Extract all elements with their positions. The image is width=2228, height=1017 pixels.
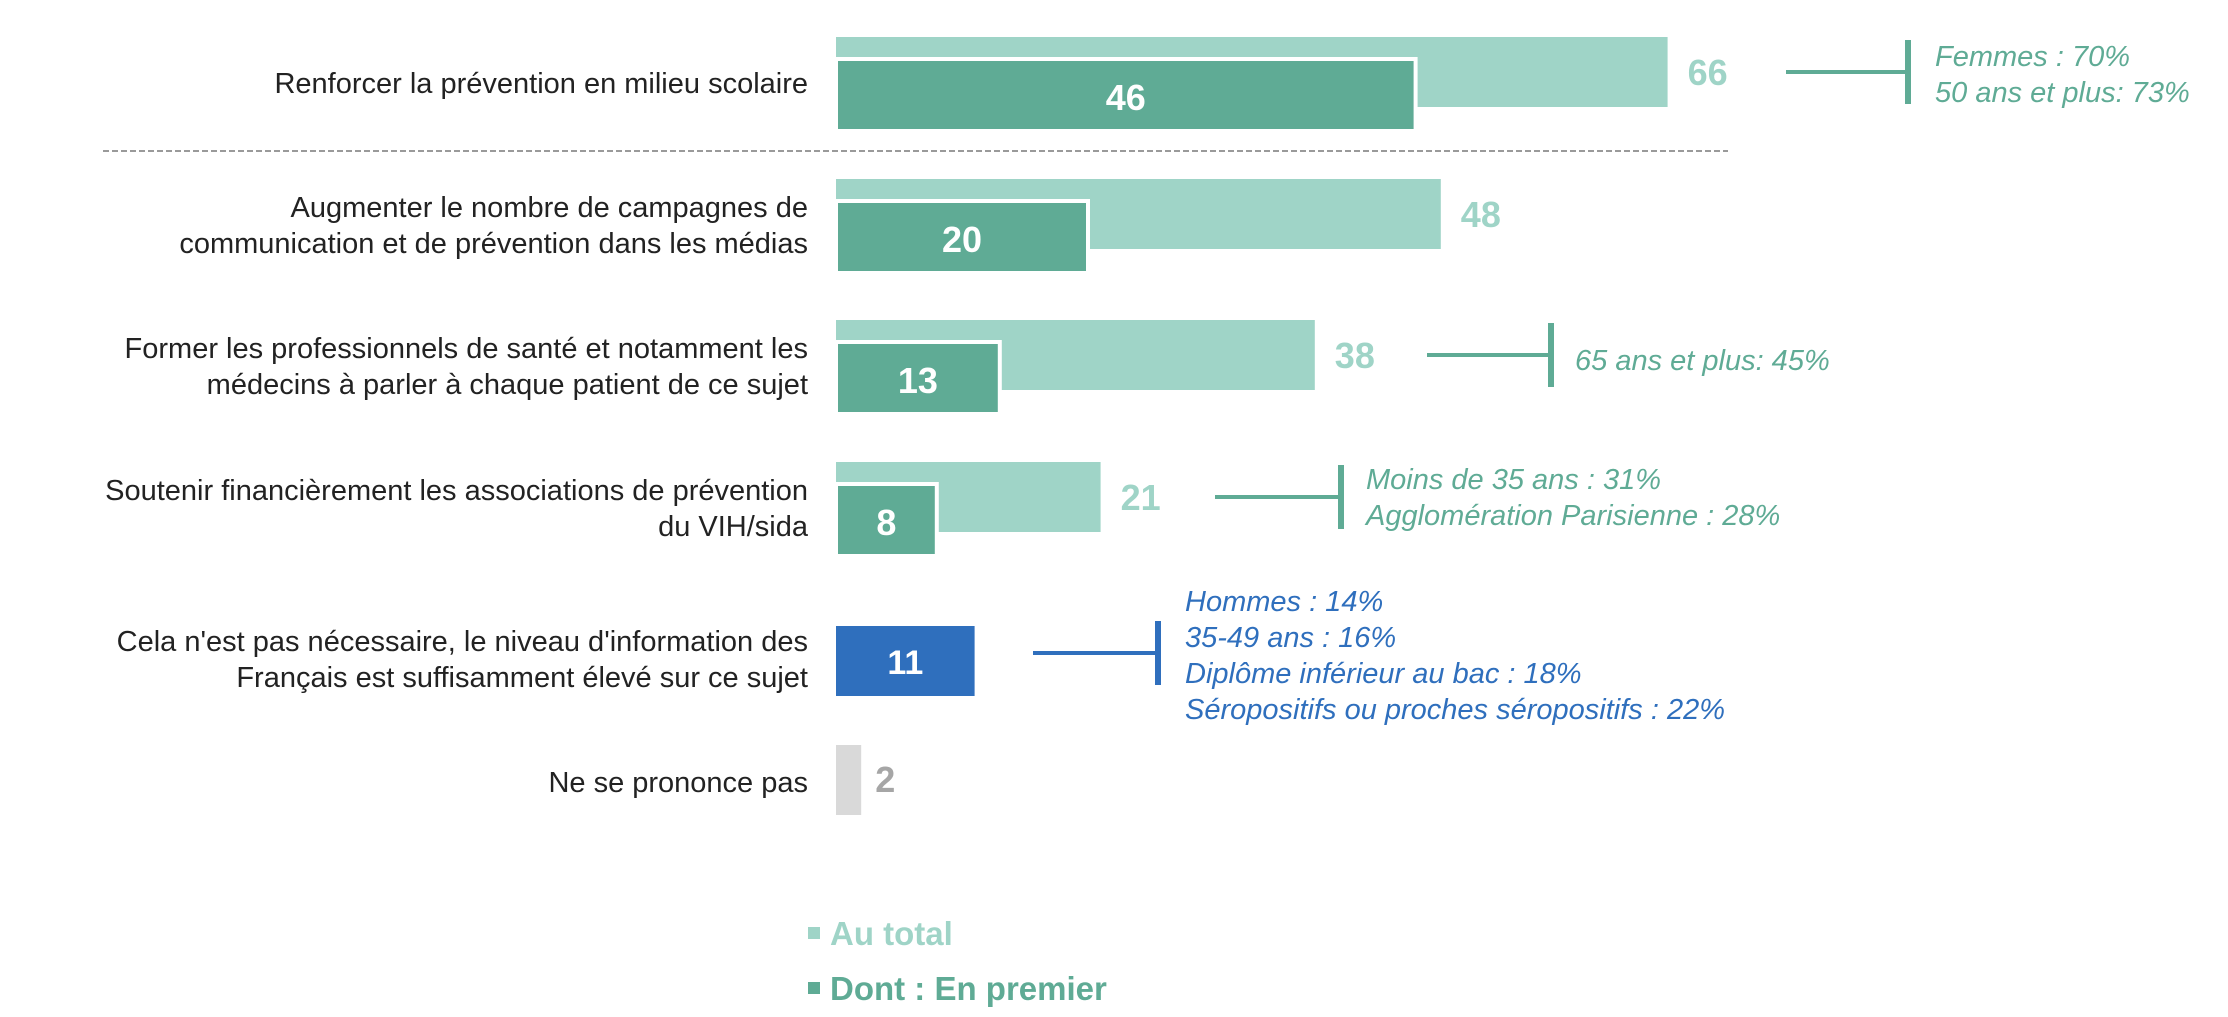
bar-first-value-label: 13 bbox=[898, 360, 938, 401]
annotation-text: Agglomération Parisienne : 28% bbox=[1364, 500, 1780, 532]
legend-item-first: Dont : En premier bbox=[808, 970, 1107, 1008]
category-label: Ne se prononce pas bbox=[548, 765, 808, 801]
legend-swatch-first bbox=[808, 982, 820, 995]
bar-first-value-label: 20 bbox=[942, 219, 982, 260]
bar-first bbox=[834, 340, 1002, 416]
legend-swatch-total bbox=[808, 927, 820, 940]
category-label-line: Soutenir financièrement les associations… bbox=[105, 475, 808, 507]
bar-total-value-label: 2 bbox=[875, 759, 895, 800]
category-label-line: du VIH/sida bbox=[658, 511, 808, 543]
annotation-text: Séropositifs ou proches séropositifs : 2… bbox=[1185, 694, 1725, 726]
bar-negative bbox=[836, 626, 975, 696]
bar-first-value-label: 8 bbox=[876, 502, 896, 543]
annotation-text: 35-49 ans : 16% bbox=[1185, 622, 1396, 654]
annotation-text: Diplôme inférieur au bac : 18% bbox=[1185, 658, 1582, 690]
legend-label-total: Au total bbox=[830, 915, 953, 952]
bar-total-value-label: 48 bbox=[1461, 194, 1501, 235]
category-label-line: Ne se prononce pas bbox=[548, 767, 808, 799]
category-label: Soutenir financièrement les associations… bbox=[105, 473, 808, 545]
category-label: Former les professionnels de santé et no… bbox=[125, 331, 808, 403]
category-label-line: Renforcer la prévention en milieu scolai… bbox=[274, 68, 808, 100]
category-label-line: médecins à parler à chaque patient de ce… bbox=[206, 369, 808, 401]
bar-first bbox=[834, 199, 1090, 275]
category-label: Cela n'est pas nécessaire, le niveau d'i… bbox=[117, 624, 808, 696]
category-label-line: communication et de prévention dans les … bbox=[179, 228, 808, 260]
annotation-text: Moins de 35 ans : 31% bbox=[1366, 464, 1661, 496]
category-label: Renforcer la prévention en milieu scolai… bbox=[274, 66, 808, 102]
bar-total-value-label: 38 bbox=[1335, 335, 1375, 376]
category-label-line: Français est suffisamment élevé sur ce s… bbox=[236, 662, 808, 694]
annotation-text: 65 ans et plus: 45% bbox=[1575, 345, 1830, 377]
legend-item-total: Au total bbox=[808, 915, 953, 953]
bar-first bbox=[834, 482, 939, 558]
bar-first-value-label: 46 bbox=[1106, 77, 1146, 118]
category-label-line: Augmenter le nombre de campagnes de bbox=[290, 192, 808, 224]
category-label-line: Former les professionnels de santé et no… bbox=[124, 333, 808, 365]
bar-first bbox=[834, 57, 1418, 133]
bar-nsp bbox=[836, 745, 862, 815]
annotation-text: 50 ans et plus: 73% bbox=[1935, 77, 2190, 109]
bar-value-label: 11 bbox=[887, 644, 923, 682]
category-label: Augmenter le nombre de campagnes de commu… bbox=[179, 190, 808, 262]
annotation-text: Hommes : 14% bbox=[1185, 586, 1383, 618]
bar-total-value-label: 21 bbox=[1121, 477, 1161, 518]
annotation-text: Femmes : 70% bbox=[1935, 41, 2130, 73]
bar-total-value-label: 66 bbox=[1688, 52, 1728, 93]
legend-label-first: Dont : En premier bbox=[830, 970, 1107, 1007]
category-label-line: Cela n'est pas nécessaire, le niveau d'i… bbox=[116, 626, 808, 658]
